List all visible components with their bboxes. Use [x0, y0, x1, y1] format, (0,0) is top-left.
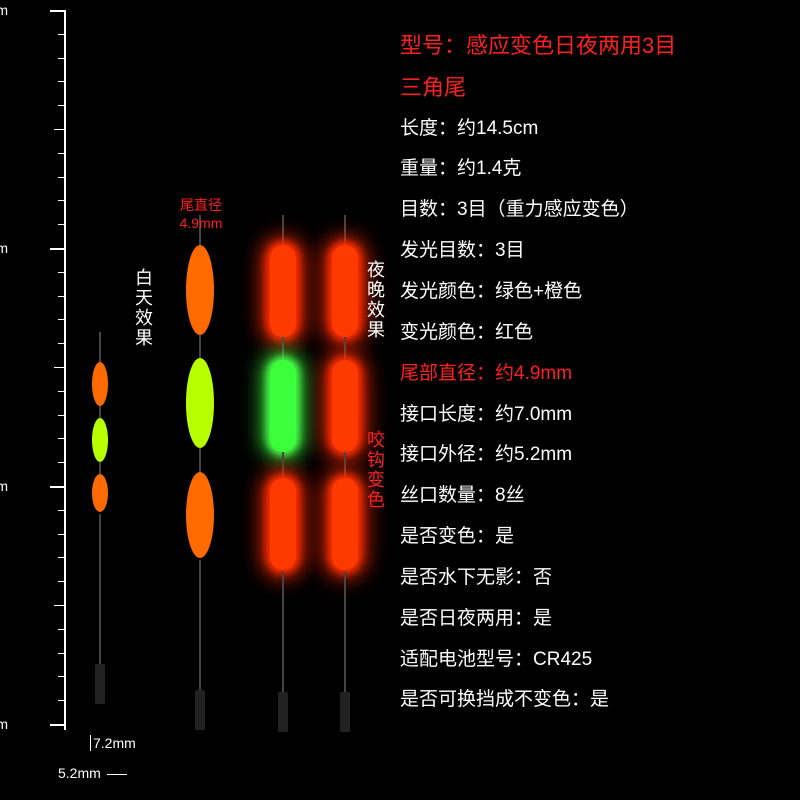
float-connector [340, 692, 350, 732]
ruler-tick [58, 58, 64, 59]
ruler-tick [58, 34, 64, 35]
float-antenna [344, 215, 346, 245]
ruler-tick [50, 10, 64, 12]
spec-row: 是否水下无影：否 [400, 558, 770, 599]
ruler-tick [58, 200, 64, 201]
float-antenna [99, 332, 101, 362]
float-connector [95, 664, 105, 704]
float-segment [186, 472, 214, 558]
spec-row: 适配电池型号：CR425 [400, 640, 770, 681]
ruler-tick [50, 724, 64, 726]
float-segment [92, 474, 108, 512]
ruler-tick [58, 272, 64, 273]
spec-row: 尾部直径：约4.9mm [400, 354, 770, 395]
float-stem [199, 335, 201, 358]
spec-row: 变光颜色：红色 [400, 313, 770, 354]
spec-row: 发光目数：3目 [400, 231, 770, 272]
ruler-tick [50, 248, 64, 250]
float-stem [99, 462, 101, 474]
spec-row: 是否变色：是 [400, 517, 770, 558]
ruler-tick [58, 177, 64, 178]
ruler-tick [58, 700, 64, 701]
spec-title-2: 三角尾 [400, 67, 770, 109]
spec-row: 是否可换挡成不变色：是 [400, 680, 770, 721]
spec-row: 重量：约1.4克 [400, 149, 770, 190]
ruler-tick [50, 486, 64, 488]
spec-row: 目数：3目（重力感应变色） [400, 190, 770, 231]
float-segment [332, 360, 358, 452]
tail-dia-value: 4.9mm [173, 215, 229, 231]
dim-7-2mm: 7.2mm [90, 735, 136, 751]
ruler-label: 30cm [0, 2, 8, 18]
ruler-tick [58, 462, 64, 463]
day-effect-label: 白天效果 [130, 268, 156, 348]
float-stem [99, 406, 101, 418]
ruler-axis [64, 10, 66, 730]
float-large [170, 0, 230, 800]
ruler-tick [58, 153, 64, 154]
float-segment [270, 245, 296, 337]
float-segment [92, 362, 108, 406]
ruler-tick [58, 415, 64, 416]
float-night1 [258, 0, 308, 800]
spec-row: 是否日夜两用：是 [400, 599, 770, 640]
float-segment [270, 478, 296, 570]
ruler-tick [58, 629, 64, 630]
spec-row: 丝口数量：8丝 [400, 476, 770, 517]
float-stem [282, 452, 284, 478]
float-antenna [282, 215, 284, 245]
ruler: 30cm20cm10cm0cm [10, 10, 60, 730]
float-segment [332, 245, 358, 337]
float-stem [344, 337, 346, 360]
ruler-tick [58, 557, 64, 558]
night-effect-label: 夜晚效果 [362, 260, 388, 340]
float-stem [282, 337, 284, 360]
ruler-tick [58, 296, 64, 297]
spec-title-1: 型号：感应变色日夜两用3目 [400, 25, 770, 67]
ruler-tick [58, 581, 64, 582]
float-segment [332, 478, 358, 570]
spec-row: 长度：约14.5cm [400, 109, 770, 150]
float-night2 [320, 0, 370, 800]
float-segment [92, 418, 108, 462]
ruler-tick [58, 653, 64, 654]
ruler-tick [58, 105, 64, 106]
bite-change-label: 咬钩变色 [362, 430, 388, 510]
spec-row: 接口长度：约7.0mm [400, 395, 770, 436]
float-stem [344, 452, 346, 478]
ruler-tick [58, 534, 64, 535]
float-segment [186, 358, 214, 448]
ruler-label: 20cm [0, 240, 8, 256]
float-segment [186, 245, 214, 335]
float-small [80, 0, 120, 800]
ruler-tick [58, 510, 64, 511]
ruler-tick [54, 367, 64, 368]
spec-row: 发光颜色：绿色+橙色 [400, 272, 770, 313]
float-stem [199, 448, 201, 472]
spec-row: 接口外径：约5.2mm [400, 435, 770, 476]
float-segment [270, 360, 296, 452]
ruler-tick [54, 129, 64, 130]
ruler-label: 10cm [0, 478, 8, 494]
ruler-tick [58, 676, 64, 677]
tail-dia-text: 尾直径 [173, 195, 229, 215]
ruler-tick [58, 319, 64, 320]
ruler-label: 0cm [0, 716, 8, 732]
float-connector [195, 690, 205, 730]
ruler-tick [58, 81, 64, 82]
tail-diameter-label: 尾直径 4.9mm [173, 195, 229, 231]
ruler-tick [58, 343, 64, 344]
ruler-tick [58, 438, 64, 439]
float-connector [278, 692, 288, 732]
ruler-tick [54, 605, 64, 606]
dim-5-2mm: 5.2mm [58, 765, 127, 781]
ruler-tick [58, 391, 64, 392]
specs-panel: 型号：感应变色日夜两用3目 三角尾 长度：约14.5cm重量：约1.4克目数：3… [400, 25, 770, 721]
ruler-tick [58, 224, 64, 225]
